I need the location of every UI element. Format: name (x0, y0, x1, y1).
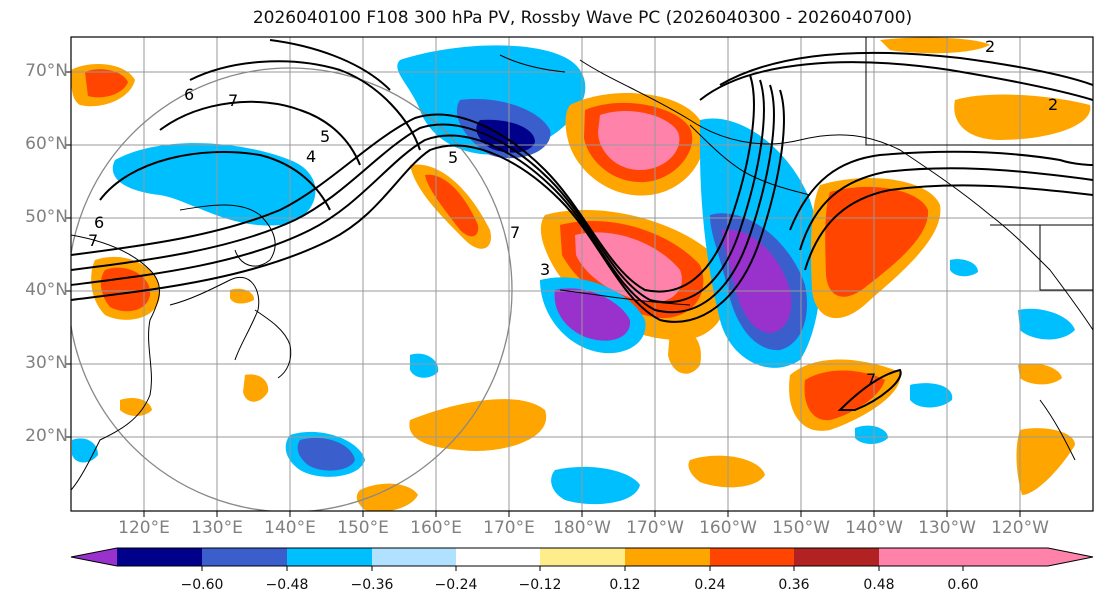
contour-label: 7 (88, 231, 98, 250)
tick-marks (65, 71, 1021, 517)
lon-label: 170°W (626, 518, 684, 538)
colorbar-swatch (794, 548, 879, 566)
colorbar-tick-label: −0.60 (180, 577, 224, 593)
lat-label: 70°N (25, 61, 68, 81)
contour-label: 6 (94, 213, 104, 232)
colorbar-swatch (202, 548, 287, 566)
lon-label: 120°W (991, 518, 1049, 538)
colorbar-swatch (625, 548, 710, 566)
lon-label: 160°E (410, 518, 462, 538)
lon-label: 120°E (118, 518, 170, 538)
colorbar-swatch (879, 548, 963, 566)
lon-label: 130°W (918, 518, 976, 538)
contour-label: 7 (228, 91, 238, 110)
gridlines (71, 37, 1093, 511)
pv-contours (71, 39, 1093, 411)
contour-label: 6 (184, 85, 194, 104)
lon-label: 140°W (845, 518, 903, 538)
colorbar-swatch (456, 548, 540, 566)
colorbar-extend-min (71, 548, 117, 566)
colorbar-tick-label: −0.12 (518, 577, 562, 593)
colorbar-swatch (117, 548, 202, 566)
contour-label: 2 (985, 37, 995, 56)
coastlines (71, 37, 1093, 491)
colorbar-tick-label: 0.36 (778, 577, 810, 593)
contour-label: 3 (540, 260, 550, 279)
lat-label: 20°N (25, 426, 68, 446)
map-title: 2026040100 F108 300 hPa PV, Rossby Wave … (252, 8, 913, 28)
colorbar-tick-label: 0.48 (863, 577, 895, 593)
contour-labels: 6 7 5 4 5 6 7 2 3 7 2 7 (88, 37, 1058, 389)
colorbar-swatch (540, 548, 625, 566)
range-circle (71, 67, 513, 511)
colorbar-swatch (372, 548, 456, 566)
colorbar-swatch (710, 548, 794, 566)
lon-label: 130°E (191, 518, 243, 538)
lon-label: 150°W (772, 518, 830, 538)
colorbar-tick-label: 0.12 (609, 577, 641, 593)
pv-shading (71, 37, 1091, 511)
lon-label: 140°E (264, 518, 316, 538)
colorbar-tick-label: 0.60 (947, 577, 979, 593)
lon-label: 180°W (553, 518, 611, 538)
lon-label: 170°E (483, 518, 535, 538)
contour-label: 5 (448, 148, 458, 167)
lat-label: 40°N (25, 280, 68, 300)
contour-label: 7 (866, 370, 876, 389)
contour-label: 4 (306, 147, 316, 166)
colorbar-tick-label: 0.24 (694, 577, 726, 593)
contour-label: 5 (320, 127, 330, 146)
lon-label: 150°E (337, 518, 389, 538)
map-field (71, 37, 1093, 511)
lon-label: 160°W (699, 518, 757, 538)
colorbar-tick-label: −0.36 (350, 577, 394, 593)
colorbar (70, 547, 1094, 571)
contour-label: 7 (510, 223, 520, 242)
lat-label: 60°N (25, 134, 68, 154)
colorbar-swatch (287, 548, 372, 566)
colorbar-tick-label: −0.48 (265, 577, 309, 593)
colorbar-extend-max (963, 548, 1093, 566)
contour-label: 2 (1048, 95, 1058, 114)
colorbar-tick-label: −0.24 (434, 577, 478, 593)
lat-label: 50°N (25, 207, 68, 227)
lat-label: 30°N (25, 353, 68, 373)
